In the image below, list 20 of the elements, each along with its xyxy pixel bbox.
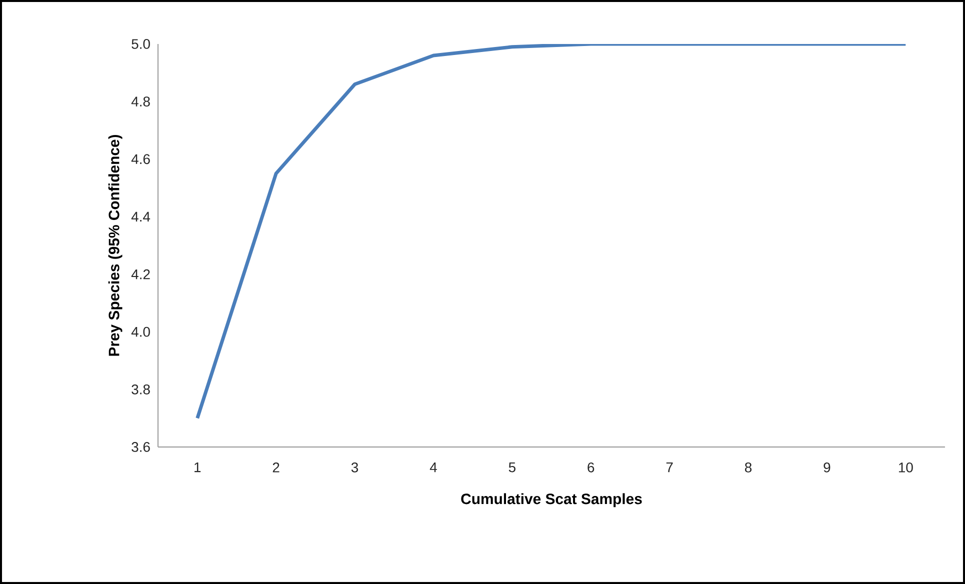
y-tick-label: 3.6 xyxy=(132,442,150,452)
x-tick-label: 6 xyxy=(588,462,594,472)
y-tick-label: 4.8 xyxy=(131,96,150,106)
y-tick-label: 4.2 xyxy=(131,269,150,280)
y-tick-label: 3.8 xyxy=(132,384,150,394)
x-tick-label: 3 xyxy=(351,462,358,472)
y-tick-label: 4.6 xyxy=(131,154,150,164)
x-tick-label: 4 xyxy=(430,462,437,472)
x-tick-label: 8 xyxy=(744,462,752,472)
y-axis-title: Prey Species (95% Confidence) xyxy=(108,134,122,356)
x-tick-label: 5 xyxy=(508,462,516,472)
y-tick-label: 4.4 xyxy=(131,212,150,222)
x-tick-label: 10 xyxy=(898,462,913,472)
x-tick-label: 1 xyxy=(194,462,201,472)
x-axis-title: Cumulative Scat Samples xyxy=(461,493,642,508)
y-tick-label: 5.0 xyxy=(132,39,150,49)
x-tick-label: 2 xyxy=(272,462,280,472)
x-tick-label: 9 xyxy=(824,462,830,472)
x-tick-label: 7 xyxy=(666,462,673,472)
y-tick-label: 4.0 xyxy=(131,326,150,337)
